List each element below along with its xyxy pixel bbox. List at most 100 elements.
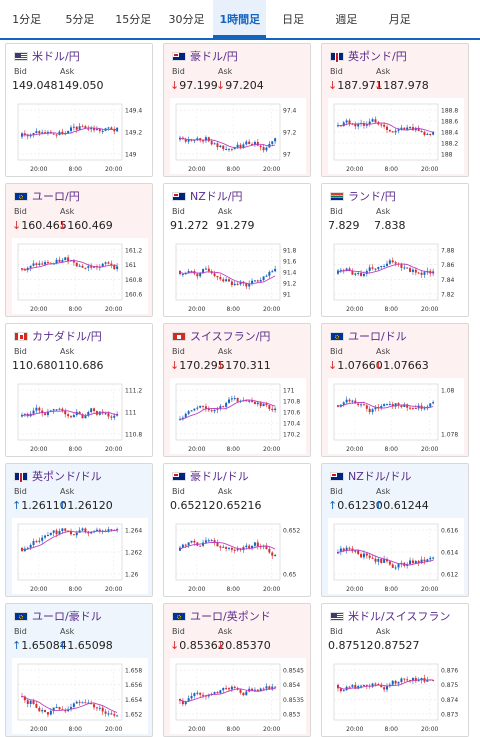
za-flag-icon	[330, 191, 344, 201]
bid-price: 110.680	[12, 359, 58, 372]
pair-title[interactable]: スイスフラン/円	[172, 329, 270, 343]
candle-body	[362, 122, 365, 126]
pair-title[interactable]: 米ドル/円	[14, 49, 80, 63]
candle-body	[403, 127, 406, 130]
rate-card[interactable]: 豪ドル/ドル Bid Ask 0.65212 0.65216 0.652 0.65 20:00…	[163, 463, 311, 597]
candlestick-chart[interactable]: 1.264 1.262 1.26 20:00 8:00 20:00	[12, 518, 148, 594]
candlestick-chart[interactable]: 97.4 97.2 97 20:00 8:00 20:00	[170, 98, 306, 174]
pair-title[interactable]: ユーロ/豪ドル	[14, 609, 102, 623]
candlestick-chart[interactable]: 111.2 111 110.8 20:00 8:00 20:00	[12, 378, 148, 454]
rate-card[interactable]: ユーロ/英ポンド Bid Ask ↓0.85362 ↓0.85370 0.8545 0.85…	[163, 603, 311, 737]
candle-body	[49, 410, 52, 412]
candle-body	[219, 690, 222, 694]
candle-body	[253, 142, 256, 145]
bid-value: 110.680	[12, 359, 58, 372]
chart-background	[170, 98, 306, 174]
candlestick-chart[interactable]: 7.88 7.86 7.84 7.82 20:00 8:00 20:00	[328, 238, 464, 314]
rate-card[interactable]: 米ドル/円 Bid Ask 149.048 149.050 149.4 149.2 149 20…	[5, 43, 153, 177]
x-tick-label: 20:00	[105, 586, 122, 593]
candle-body	[116, 529, 119, 531]
rate-card[interactable]: 英ポンド/ドル Bid Ask ↑1.26110 ↑1.26120 1.264 1.262 1…	[5, 463, 153, 597]
tab-4[interactable]: 1時間足	[213, 0, 267, 38]
pair-title[interactable]: NZドル/円	[172, 189, 242, 203]
candlestick-chart[interactable]: 0.8545 0.854 0.8535 0.853 20:00 8:00 20:00	[170, 658, 306, 734]
pair-title[interactable]: 英ポンド/円	[330, 49, 407, 63]
candle-body	[222, 279, 225, 282]
rate-card[interactable]: NZドル/円 Bid Ask 91.272 91.279 91.8 91.6 91.4 91.2…	[163, 183, 311, 317]
tab-2[interactable]: 15分足	[115, 13, 152, 26]
pair-title[interactable]: NZドル/ドル	[330, 469, 411, 483]
rate-card[interactable]: スイスフラン/円 Bid Ask ↓170.295 ↓170.311 171 170.8 17…	[163, 323, 311, 457]
candle-body	[394, 403, 397, 407]
candle-body	[204, 137, 207, 141]
pair-title[interactable]: 豪ドル/円	[172, 49, 238, 63]
rate-card[interactable]: ユーロ/豪ドル Bid Ask ↑1.65084 ↑1.65098 1.658 1.656 1…	[5, 603, 153, 737]
candle-body	[78, 411, 81, 415]
rate-card[interactable]: カナダドル/円 Bid Ask 110.680 110.686 111.2 111 110.8…	[5, 323, 153, 457]
tab-0[interactable]: 1分足	[12, 13, 42, 26]
candle-body	[55, 530, 58, 535]
bid-value: 149.048	[12, 79, 58, 92]
candle-body	[23, 696, 26, 701]
candle-body	[239, 281, 242, 285]
candle-body	[202, 405, 205, 407]
candle-body	[342, 548, 345, 551]
candle-body	[394, 680, 397, 684]
tab-7[interactable]: 月足	[388, 13, 411, 26]
candlestick-chart[interactable]: 0.652 0.65 20:00 8:00 20:00	[170, 518, 306, 594]
candle-body	[81, 265, 84, 268]
candle-body	[259, 280, 262, 282]
x-tick-label: 20:00	[30, 586, 47, 593]
candle-body	[391, 131, 394, 133]
candle-body	[110, 263, 113, 266]
ask-price: 110.686	[58, 359, 104, 372]
pair-title[interactable]: 米ドル/スイスフラン	[330, 609, 450, 623]
y-tick-label: 0.8545	[283, 668, 304, 675]
candlestick-chart[interactable]: 0.616 0.614 0.612 20:00 8:00 20:00	[328, 518, 464, 594]
candlestick-chart[interactable]: 91.8 91.6 91.4 91.2 91 20:00 8:00 20:00	[170, 238, 306, 314]
tab-1[interactable]: 5分足	[65, 13, 95, 26]
rate-card[interactable]: 米ドル/スイスフラン Bid Ask 0.87512 0.87527 0.876 0.875…	[321, 603, 469, 737]
rate-card[interactable]: ランド/円 Bid Ask 7.829 7.838 7.88 7.86 7.84 7.82 20:…	[321, 183, 469, 317]
candlestick-chart[interactable]: 149.4 149.2 149 20:00 8:00 20:00	[12, 98, 148, 174]
rate-card[interactable]: ユーロ/ドル Bid Ask ↓1.07660 ↓1.07663 1.08 1.078 20:…	[321, 323, 469, 457]
rate-card[interactable]: NZドル/ドル Bid Ask ↑0.61230 ↑0.61244 0.616 0.614 0…	[321, 463, 469, 597]
rate-card[interactable]: ユーロ/円 Bid Ask ↓160.465 ↓160.469 161.2 161 160.8…	[5, 183, 153, 317]
tab-6[interactable]: 週足	[335, 13, 358, 26]
rate-card[interactable]: 英ポンド/円 Bid Ask ↓187.971 ↓187.978 188.8 188.6 18…	[321, 43, 469, 177]
candle-body	[55, 707, 58, 709]
pair-title[interactable]: ランド/円	[330, 189, 396, 203]
pair-title[interactable]: ユーロ/円	[14, 189, 80, 203]
candlestick-chart[interactable]: 188.8 188.6 188.4 188.2 188 20:00 8:00 20:00	[328, 98, 464, 174]
candlestick-chart[interactable]: 171 170.8 170.6 170.4 170.2 20:00 8:00 20:00	[170, 378, 306, 454]
rate-card[interactable]: 豪ドル/円 Bid Ask ↓97.199 ↓97.204 97.4 97.2 97 20:00…	[163, 43, 311, 177]
ask-label: Ask	[218, 627, 233, 636]
pair-title[interactable]: 英ポンド/ドル	[14, 469, 102, 483]
candle-body	[46, 411, 49, 416]
pair-title[interactable]: ユーロ/英ポンド	[172, 609, 271, 623]
candle-body	[236, 548, 239, 551]
candlestick-chart[interactable]: 0.876 0.875 0.874 0.873 20:00 8:00 20:00	[328, 658, 464, 734]
tab-3[interactable]: 30分足	[168, 13, 205, 26]
candle-body	[29, 544, 32, 548]
pair-title[interactable]: ユーロ/ドル	[330, 329, 407, 343]
x-tick-label: 8:00	[226, 446, 240, 453]
candlestick-chart[interactable]: 1.08 1.078 20:00 8:00 20:00	[328, 378, 464, 454]
tab-5[interactable]: 日足	[282, 13, 305, 26]
candlestick-chart[interactable]: 1.658 1.656 1.654 1.652 20:00 8:00 20:00	[12, 658, 148, 734]
candle-body	[420, 678, 423, 681]
ask-label: Ask	[376, 207, 391, 216]
candle-body	[49, 532, 52, 535]
pair-title[interactable]: 豪ドル/ドル	[172, 469, 249, 483]
candle-body	[116, 127, 119, 132]
ask-price: 0.61244	[383, 499, 429, 512]
candle-body	[84, 702, 87, 704]
candle-body	[38, 707, 41, 712]
candle-body	[49, 710, 52, 715]
pair-title[interactable]: カナダドル/円	[14, 329, 102, 343]
candle-body	[116, 266, 119, 269]
candle-body	[101, 707, 104, 712]
candlestick-chart[interactable]: 161.2 161 160.8 160.6 20:00 8:00 20:00	[12, 238, 148, 314]
y-tick-label: 7.88	[441, 248, 455, 255]
candle-body	[274, 268, 277, 272]
